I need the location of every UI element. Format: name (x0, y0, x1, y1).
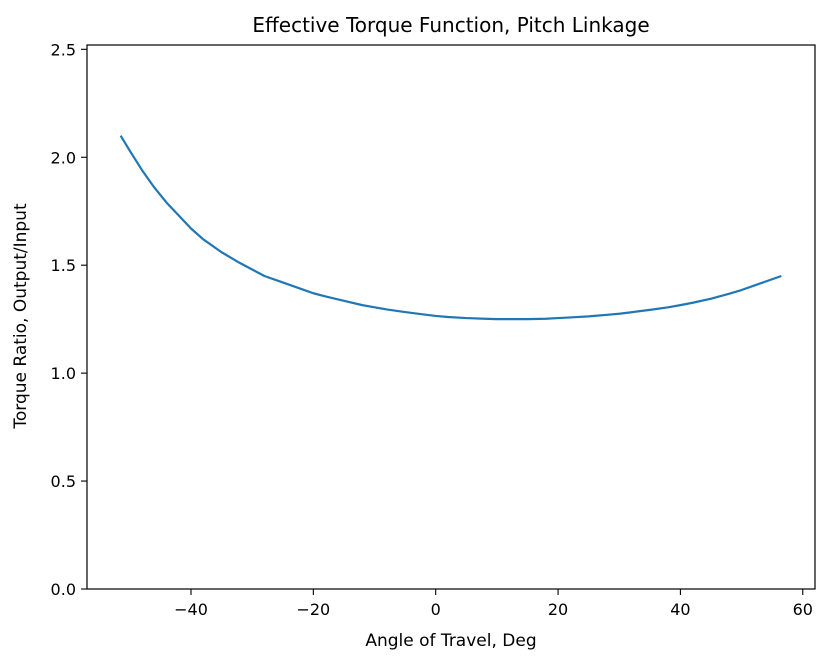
x-tick-label: 20 (548, 600, 568, 619)
plot-frame (86, 44, 816, 590)
y-tick-label: 0.0 (51, 580, 76, 599)
plot-area: −40 −20 0 20 40 60 0.0 0.5 1.0 1.5 2.0 2.5 (51, 40, 816, 619)
x-tick-label: −40 (174, 600, 208, 619)
x-tick-label: 40 (670, 600, 690, 619)
chart-title: Effective Torque Function, Pitch Linkage (252, 13, 649, 37)
y-tick-label: 0.5 (51, 472, 76, 491)
y-axis-label: Torque Ratio, Output/Input (11, 203, 31, 430)
y-tick-label: 1.0 (51, 364, 76, 383)
y-tick-label: 1.5 (51, 256, 76, 275)
y-tick-label: 2.0 (51, 148, 76, 167)
y-tick-label: 2.5 (51, 40, 76, 59)
x-tick-label: 0 (431, 600, 441, 619)
x-tick-label: −20 (296, 600, 330, 619)
series-line-0 (119, 135, 782, 321)
x-axis-label: Angle of Travel, Deg (365, 631, 536, 651)
x-tick-label: 60 (793, 600, 813, 619)
